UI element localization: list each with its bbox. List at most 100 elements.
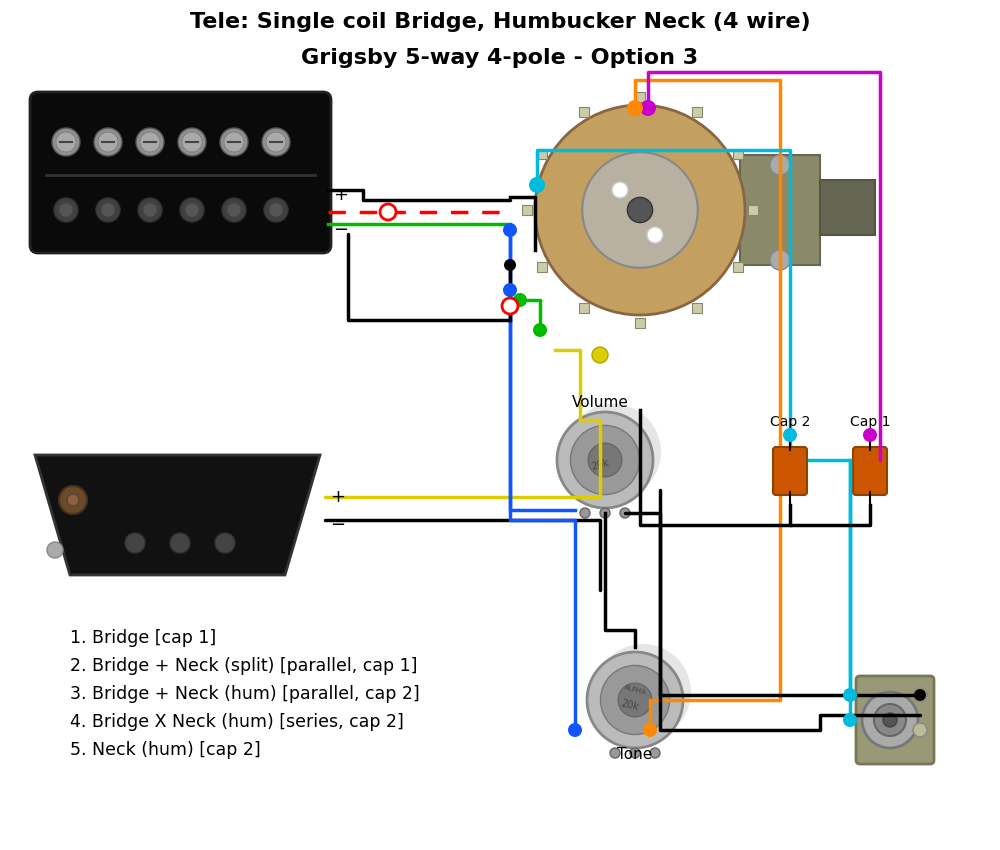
Circle shape xyxy=(52,128,80,156)
Circle shape xyxy=(913,723,927,737)
Bar xyxy=(578,107,588,117)
Circle shape xyxy=(843,688,857,702)
Text: Cap 1: Cap 1 xyxy=(850,415,890,429)
Circle shape xyxy=(101,203,115,217)
Circle shape xyxy=(533,323,547,337)
Circle shape xyxy=(582,152,698,268)
Circle shape xyxy=(600,666,670,734)
Polygon shape xyxy=(35,455,320,575)
Bar xyxy=(578,303,588,313)
Circle shape xyxy=(185,203,199,217)
Circle shape xyxy=(47,542,63,558)
FancyBboxPatch shape xyxy=(740,155,820,265)
Circle shape xyxy=(138,198,162,222)
Circle shape xyxy=(180,198,204,222)
FancyBboxPatch shape xyxy=(820,180,875,235)
Circle shape xyxy=(612,182,628,198)
Circle shape xyxy=(59,486,87,514)
Circle shape xyxy=(170,533,190,553)
Circle shape xyxy=(222,198,246,222)
Circle shape xyxy=(264,198,288,222)
Circle shape xyxy=(215,533,235,553)
FancyBboxPatch shape xyxy=(856,676,934,764)
Circle shape xyxy=(143,203,157,217)
Circle shape xyxy=(182,132,202,152)
FancyBboxPatch shape xyxy=(30,92,331,253)
Text: Tone: Tone xyxy=(617,747,653,762)
Text: +: + xyxy=(333,186,348,204)
Bar xyxy=(522,205,532,215)
Circle shape xyxy=(96,198,120,222)
Circle shape xyxy=(650,748,660,758)
Text: Volume: Volume xyxy=(572,395,628,410)
Bar xyxy=(537,262,547,271)
Text: +: + xyxy=(330,488,345,506)
Circle shape xyxy=(862,692,918,748)
FancyBboxPatch shape xyxy=(773,447,807,495)
Circle shape xyxy=(94,128,122,156)
Circle shape xyxy=(618,683,652,717)
Circle shape xyxy=(503,223,517,237)
Circle shape xyxy=(570,426,640,495)
Text: −: − xyxy=(330,516,345,534)
Text: Cap 2: Cap 2 xyxy=(770,415,810,429)
Circle shape xyxy=(568,723,582,737)
Circle shape xyxy=(535,105,745,315)
Circle shape xyxy=(502,298,518,314)
Circle shape xyxy=(178,128,206,156)
Circle shape xyxy=(513,293,527,307)
Circle shape xyxy=(580,508,590,518)
Circle shape xyxy=(140,132,160,152)
Circle shape xyxy=(783,428,797,442)
Bar xyxy=(635,318,645,328)
Circle shape xyxy=(627,197,653,223)
Circle shape xyxy=(67,494,79,506)
Circle shape xyxy=(136,128,164,156)
Bar xyxy=(748,205,758,215)
Bar xyxy=(733,262,743,271)
Circle shape xyxy=(588,443,622,477)
Circle shape xyxy=(224,132,244,152)
Bar xyxy=(692,303,702,313)
Bar xyxy=(537,149,547,158)
Circle shape xyxy=(557,412,653,508)
Circle shape xyxy=(269,203,283,217)
Circle shape xyxy=(627,100,643,116)
FancyBboxPatch shape xyxy=(853,447,887,495)
Circle shape xyxy=(610,748,620,758)
Circle shape xyxy=(913,688,927,702)
Text: 4. Bridge X Neck (hum) [series, cap 2]: 4. Bridge X Neck (hum) [series, cap 2] xyxy=(70,713,404,731)
Text: 3. Bridge + Neck (hum) [parallel, cap 2]: 3. Bridge + Neck (hum) [parallel, cap 2] xyxy=(70,685,420,703)
Circle shape xyxy=(262,128,290,156)
Circle shape xyxy=(380,204,396,220)
Circle shape xyxy=(647,227,663,243)
Text: Tele: Single coil Bridge, Humbucker Neck (4 wire): Tele: Single coil Bridge, Humbucker Neck… xyxy=(190,12,810,32)
Circle shape xyxy=(640,100,656,116)
Text: −: − xyxy=(333,221,348,239)
Circle shape xyxy=(220,128,248,156)
Circle shape xyxy=(504,259,516,271)
Circle shape xyxy=(59,203,73,217)
Circle shape xyxy=(56,132,76,152)
Circle shape xyxy=(863,428,877,442)
Bar xyxy=(635,92,645,102)
Bar xyxy=(692,107,702,117)
Circle shape xyxy=(98,132,118,152)
Text: 20k: 20k xyxy=(590,458,610,472)
Text: ALPHA: ALPHA xyxy=(623,684,647,696)
Circle shape xyxy=(125,533,145,553)
Text: 2. Bridge + Neck (split) [parallel, cap 1]: 2. Bridge + Neck (split) [parallel, cap … xyxy=(70,657,418,675)
Text: 5. Neck (hum) [cap 2]: 5. Neck (hum) [cap 2] xyxy=(70,741,261,759)
Circle shape xyxy=(54,198,78,222)
Circle shape xyxy=(600,508,610,518)
Circle shape xyxy=(592,347,608,363)
Circle shape xyxy=(529,177,545,193)
Circle shape xyxy=(770,250,790,270)
Text: Grigsby 5-way 4-pole - Option 3: Grigsby 5-way 4-pole - Option 3 xyxy=(301,48,699,68)
Circle shape xyxy=(565,404,661,500)
Circle shape xyxy=(883,713,897,727)
Circle shape xyxy=(587,652,683,748)
Circle shape xyxy=(914,689,926,701)
Circle shape xyxy=(770,155,790,175)
Circle shape xyxy=(266,132,286,152)
